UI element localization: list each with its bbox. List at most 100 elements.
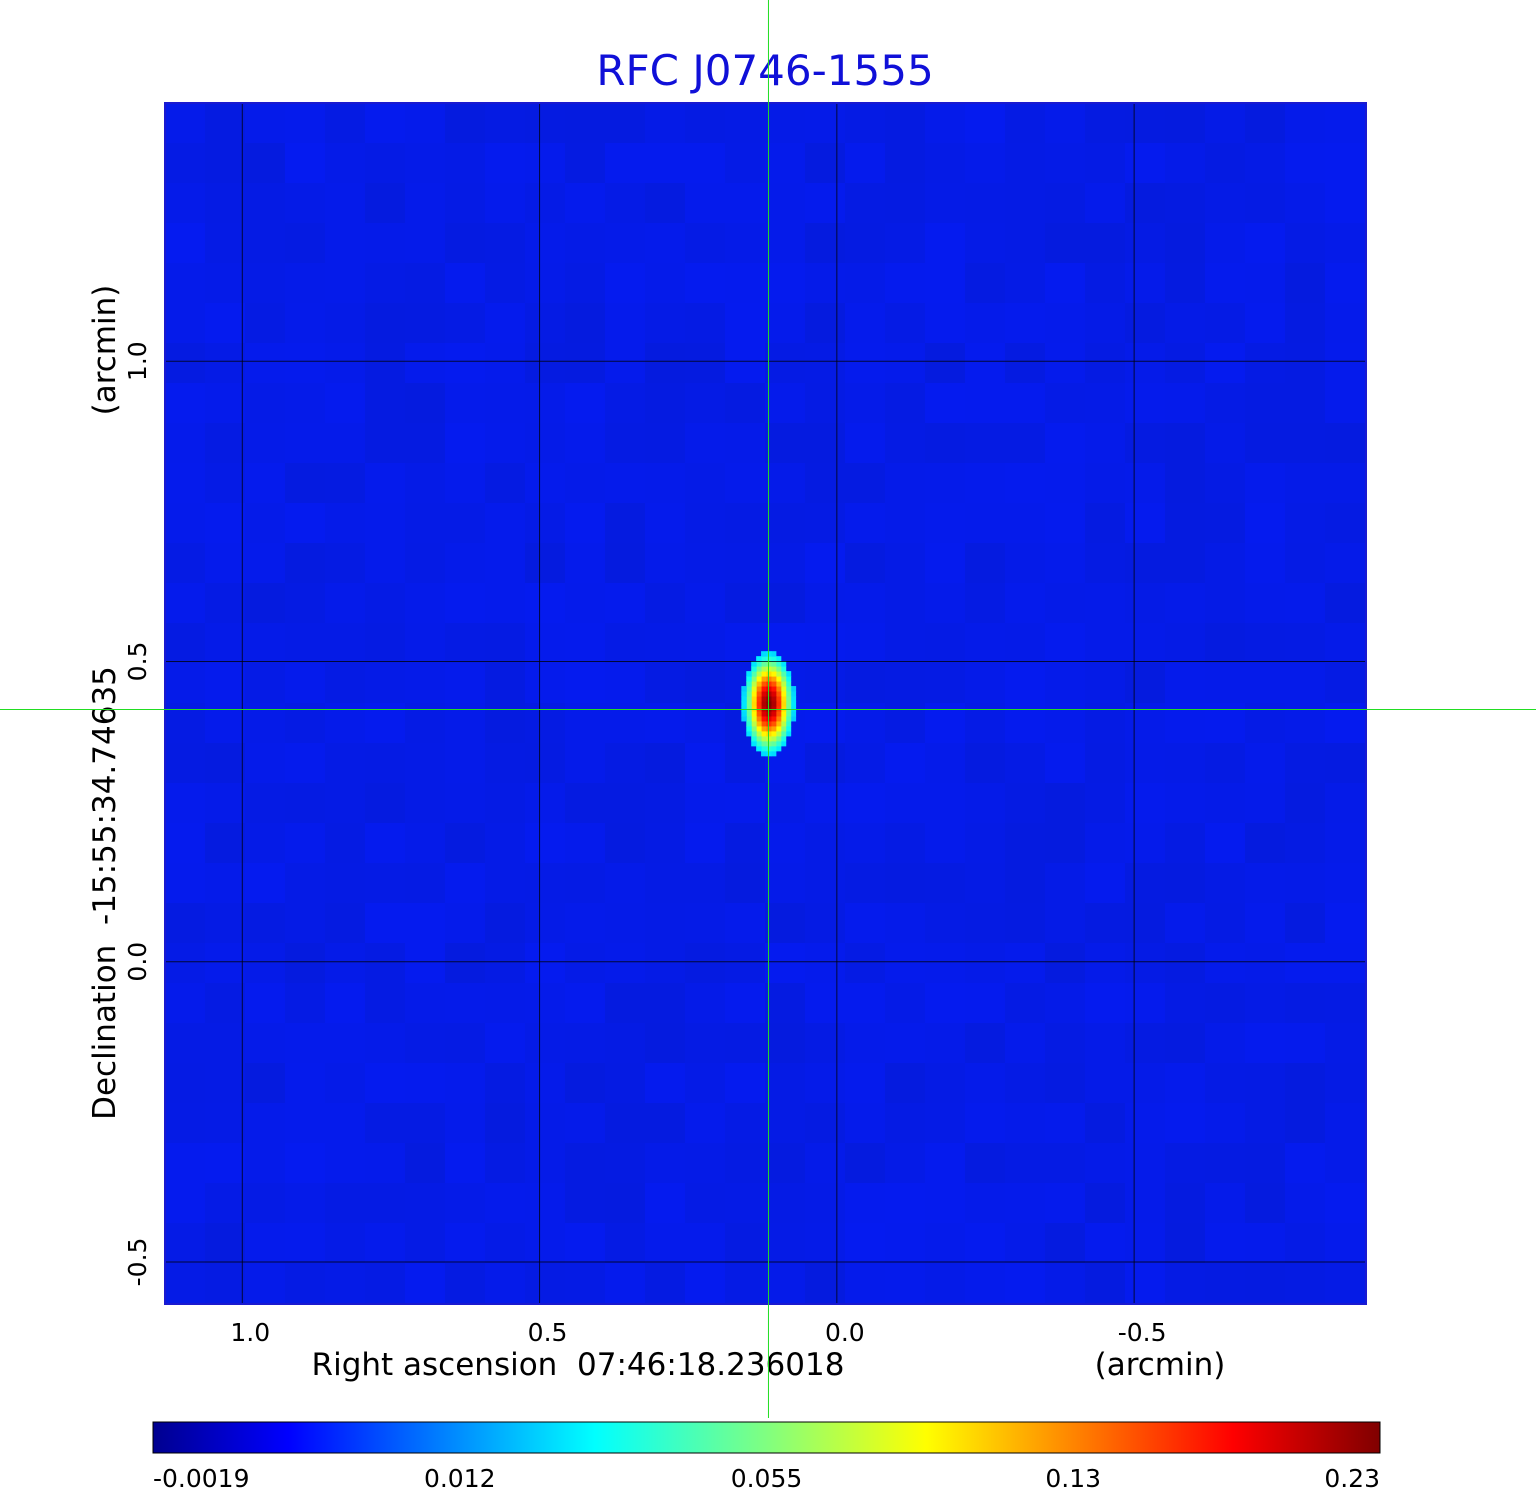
noise-cell bbox=[1285, 143, 1325, 183]
source-pixel bbox=[756, 686, 762, 692]
noise-cell bbox=[245, 783, 285, 823]
noise-cell bbox=[1205, 583, 1245, 623]
noise-cell bbox=[845, 463, 885, 503]
source-pixel bbox=[780, 735, 787, 742]
noise-cell bbox=[485, 943, 525, 983]
source-pixel bbox=[770, 676, 777, 682]
noise-cell bbox=[725, 303, 765, 343]
noise-cell bbox=[1005, 863, 1045, 903]
noise-cell bbox=[885, 743, 925, 783]
noise-cell bbox=[405, 1303, 445, 1304]
noise-cell bbox=[445, 263, 485, 303]
noise-cell bbox=[1205, 1103, 1245, 1143]
noise-cell bbox=[1205, 503, 1245, 543]
noise-cell bbox=[205, 663, 245, 703]
noise-cell bbox=[885, 983, 925, 1023]
noise-cell bbox=[1005, 783, 1045, 823]
noise-cell bbox=[645, 1223, 685, 1263]
noise-cell bbox=[685, 463, 725, 503]
noise-cell bbox=[1285, 103, 1325, 143]
noise-cell bbox=[485, 783, 525, 823]
noise-cell bbox=[1125, 1103, 1165, 1143]
source-pixel bbox=[761, 710, 767, 717]
noise-cell bbox=[1285, 863, 1325, 903]
noise-cell bbox=[1285, 1303, 1325, 1304]
noise-cell bbox=[1125, 1023, 1165, 1063]
noise-cell bbox=[1085, 1223, 1125, 1263]
source-pixel bbox=[790, 701, 797, 707]
noise-cell bbox=[565, 343, 605, 383]
noise-cell bbox=[525, 263, 565, 303]
noise-cell bbox=[925, 1263, 965, 1303]
noise-cell bbox=[1085, 1103, 1125, 1143]
y-tick-label: 0.5 bbox=[123, 642, 152, 682]
noise-cell bbox=[285, 583, 325, 623]
source-pixel bbox=[775, 671, 782, 677]
noise-cell bbox=[1165, 983, 1205, 1023]
noise-cell bbox=[365, 1143, 405, 1183]
noise-cell bbox=[725, 1103, 765, 1143]
noise-cell bbox=[285, 103, 325, 143]
noise-cell bbox=[765, 943, 805, 983]
noise-cell bbox=[1205, 1183, 1245, 1223]
noise-cell bbox=[685, 263, 725, 303]
source-pixel bbox=[775, 710, 782, 717]
noise-cell bbox=[565, 783, 605, 823]
noise-cell bbox=[1125, 743, 1165, 783]
noise-cell bbox=[485, 823, 525, 863]
noise-cell bbox=[325, 1103, 365, 1143]
noise-cell bbox=[805, 463, 845, 503]
noise-cell bbox=[485, 263, 525, 303]
noise-cell bbox=[1005, 463, 1045, 503]
noise-cell bbox=[1085, 1183, 1125, 1223]
source-pixel bbox=[770, 666, 777, 672]
noise-cell bbox=[645, 1103, 685, 1143]
noise-cell bbox=[765, 1183, 805, 1223]
noise-cell bbox=[1125, 903, 1165, 943]
noise-cell bbox=[885, 1143, 925, 1183]
noise-cell bbox=[1285, 503, 1325, 543]
noise-cell bbox=[485, 183, 525, 223]
noise-cell bbox=[1205, 343, 1245, 383]
noise-cell bbox=[605, 543, 645, 583]
source-pixel bbox=[751, 740, 757, 747]
noise-cell bbox=[285, 1223, 325, 1263]
source-pixel bbox=[770, 686, 777, 692]
noise-cell bbox=[1205, 1303, 1245, 1304]
noise-cell bbox=[965, 543, 1005, 583]
noise-cell bbox=[1125, 943, 1165, 983]
noise-cell bbox=[725, 863, 765, 903]
noise-cell bbox=[685, 823, 725, 863]
noise-cell bbox=[925, 1183, 965, 1223]
noise-cell bbox=[485, 983, 525, 1023]
noise-cell bbox=[285, 1303, 325, 1304]
noise-cell bbox=[1165, 1263, 1205, 1303]
noise-cell bbox=[1005, 383, 1045, 423]
noise-cell bbox=[1165, 503, 1205, 543]
source-pixel bbox=[761, 661, 767, 667]
noise-cell bbox=[285, 703, 325, 743]
noise-cell bbox=[1325, 943, 1365, 983]
noise-cell bbox=[1205, 223, 1245, 263]
noise-cell bbox=[365, 143, 405, 183]
noise-cell bbox=[405, 623, 445, 663]
noise-cell bbox=[165, 943, 205, 983]
noise-cell bbox=[205, 1223, 245, 1263]
noise-cell bbox=[565, 823, 605, 863]
source-pixel bbox=[775, 666, 782, 672]
noise-cell bbox=[445, 983, 485, 1023]
noise-cell bbox=[485, 423, 525, 463]
noise-cell bbox=[445, 1223, 485, 1263]
noise-cell bbox=[885, 1183, 925, 1223]
noise-cell bbox=[445, 1263, 485, 1303]
noise-cell bbox=[365, 783, 405, 823]
noise-cell bbox=[725, 1063, 765, 1103]
noise-cell bbox=[845, 943, 885, 983]
noise-cell bbox=[845, 503, 885, 543]
noise-cell bbox=[1245, 1023, 1285, 1063]
noise-cell bbox=[1125, 223, 1165, 263]
noise-cell bbox=[365, 903, 405, 943]
noise-cell bbox=[1005, 1263, 1045, 1303]
noise-cell bbox=[325, 943, 365, 983]
